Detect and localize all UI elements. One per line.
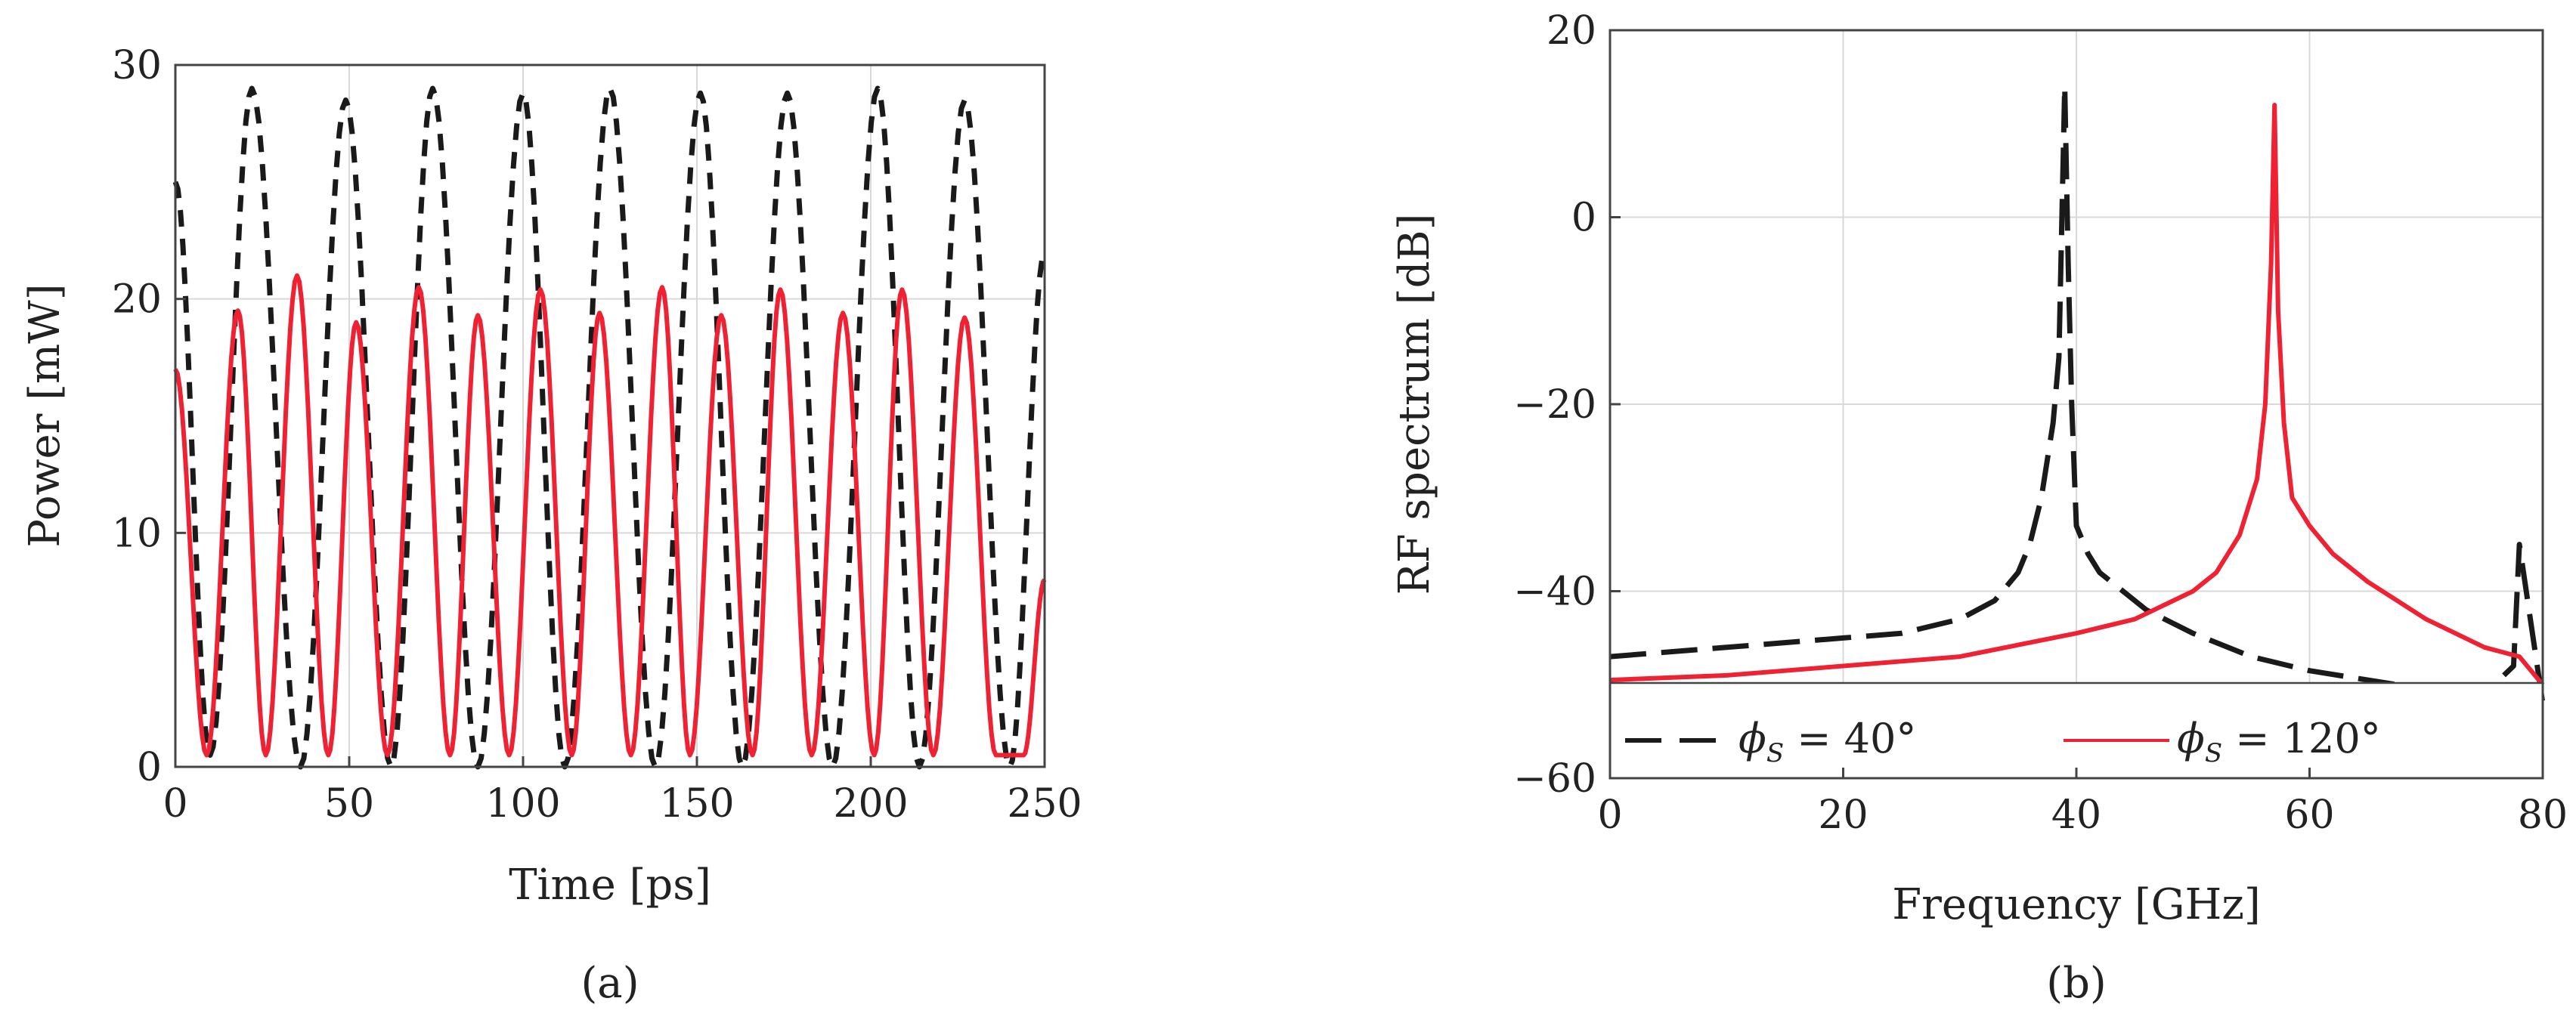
chart-b-xtick-label-2: 40	[2051, 793, 2101, 838]
chart-b-y-axis-label: RF spectrum [dB]	[1390, 214, 1439, 595]
chart-b-ytick-label-1: 0	[1571, 196, 1596, 241]
chart-a-ticks: 0 50 100 150 200 250 0 10 20 30	[112, 43, 1082, 827]
chart-a-xtick-label-5: 250	[1007, 781, 1082, 827]
chart-b-grid	[1609, 29, 2543, 779]
chart-a-ytick-label-3: 30	[112, 43, 162, 88]
chart-b-ytick-label-0: 20	[1547, 8, 1596, 54]
chart-a-ytick-label-1: 10	[112, 511, 162, 556]
chart-a-series-phi-40	[172, 85, 1048, 770]
chart-b-x-axis-label: Frequency [GHz]	[1892, 880, 2260, 929]
chart-a-series-phi-120	[173, 273, 1047, 758]
chart-b-ytick-label-3: −40	[1513, 570, 1596, 615]
chart-a-panel-label: (a)	[581, 959, 639, 1008]
chart-b-rf-spectrum: ϕS = 40° ϕS = 120° 0 20 40 60 80 20 0 −20 −40 −60…	[1390, 8, 2568, 1008]
chart-a-y-axis-label: Power [mW]	[20, 283, 70, 547]
chart-a-ytick-label-2: 20	[112, 277, 162, 323]
chart-b-xtick-label-0: 0	[1597, 793, 1622, 838]
chart-b-ytick-label-2: −20	[1513, 382, 1596, 428]
chart-a-xtick-label-3: 150	[659, 781, 734, 827]
chart-b-series-phi-40	[1609, 83, 2546, 704]
chart-a-power-vs-time: 0 50 100 150 200 250 0 10 20 30 Time [ps] Power […	[20, 43, 1082, 1008]
chart-a-xtick-label-2: 100	[485, 781, 560, 827]
chart-a-xtick-label-4: 200	[833, 781, 908, 827]
legend-label-40: ϕS = 40°	[1738, 715, 1916, 768]
chart-b-ytick-label-4: −60	[1513, 756, 1596, 802]
chart-b-xtick-label-3: 60	[2284, 793, 2334, 838]
chart-a-x-axis-label: Time [ps]	[509, 861, 711, 910]
chart-b-ticks: 0 20 40 60 80 20 0 −20 −40 −60	[1513, 8, 2568, 838]
chart-a-plot-frame	[174, 63, 1046, 768]
legend-label-120: ϕS = 120°	[2177, 715, 2381, 768]
chart-a-xtick-label-1: 50	[324, 781, 374, 827]
chart-a-xtick-label-0: 0	[163, 781, 187, 827]
chart-b-xtick-label-1: 20	[1818, 793, 1868, 838]
chart-b-xtick-label-4: 80	[2518, 793, 2568, 838]
chart-b-panel-label: (b)	[2046, 959, 2107, 1008]
chart-a-ytick-label-0: 0	[137, 745, 162, 790]
chart-b-series-phi-120	[1609, 103, 2545, 687]
chart-a-series	[172, 85, 1048, 770]
chart-b-series	[1609, 83, 2546, 704]
chart-b-legend: ϕS = 40° ϕS = 120°	[1608, 681, 2544, 780]
